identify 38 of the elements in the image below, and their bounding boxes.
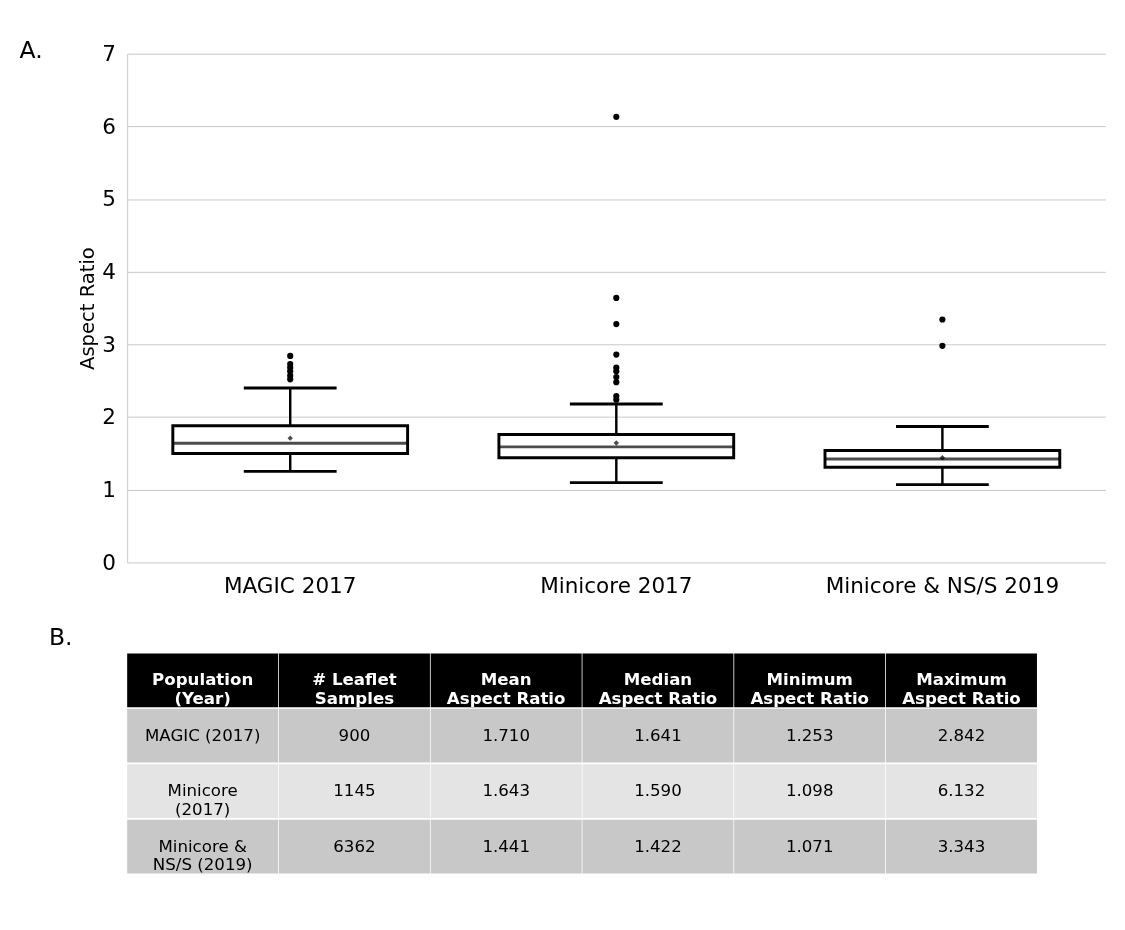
text: 1.071 xyxy=(785,836,834,856)
y-tick-label: 7 xyxy=(102,41,116,67)
category-label: Population (Year) xyxy=(152,670,254,708)
text: 1.253 xyxy=(785,725,834,745)
category-label: Maximum Aspect Ratio xyxy=(902,670,1021,708)
y-tick-label: 1 xyxy=(102,477,116,503)
text: 1.643 xyxy=(482,781,530,801)
text: 2.842 xyxy=(937,725,986,745)
text: B. xyxy=(48,622,73,651)
category-label: Median Aspect Ratio xyxy=(598,670,718,708)
y-tick-label: 2 xyxy=(102,404,116,430)
category-label: # Leaflet Samples xyxy=(312,670,397,708)
text: 3.343 xyxy=(937,836,986,856)
text: 1.422 xyxy=(634,836,682,856)
category-label: Minimum Aspect Ratio xyxy=(750,670,870,708)
text: 1.641 xyxy=(634,725,682,745)
text: Minicore (2017) xyxy=(167,781,238,819)
y-tick-label: 5 xyxy=(102,186,116,212)
text: 1.098 xyxy=(785,781,834,801)
text: 900 xyxy=(338,725,371,745)
y-tick-label: 3 xyxy=(102,331,116,357)
x-tick-label: Minicore 2017 xyxy=(540,573,693,599)
text: MAGIC (2017) xyxy=(144,725,261,745)
text: 1.441 xyxy=(482,836,530,856)
y-tick-label: 0 xyxy=(102,549,116,575)
text: 1.590 xyxy=(634,781,682,801)
text: Minicore & NS/S (2019) xyxy=(152,836,253,875)
x-tick-label: Minicore & NS/S 2019 xyxy=(825,573,1060,599)
y-tick-label: 6 xyxy=(102,113,116,139)
chart-title: A. xyxy=(19,35,43,64)
category-label: Mean Aspect Ratio xyxy=(446,670,566,708)
x-tick-label: MAGIC 2017 xyxy=(223,573,357,599)
text: 1145 xyxy=(333,781,376,801)
text: 1.710 xyxy=(482,725,530,745)
text: 6.132 xyxy=(937,781,986,801)
y-axis-title: Aspect Ratio xyxy=(76,247,100,370)
text: 6362 xyxy=(333,836,376,856)
y-tick-label: 4 xyxy=(102,259,116,285)
